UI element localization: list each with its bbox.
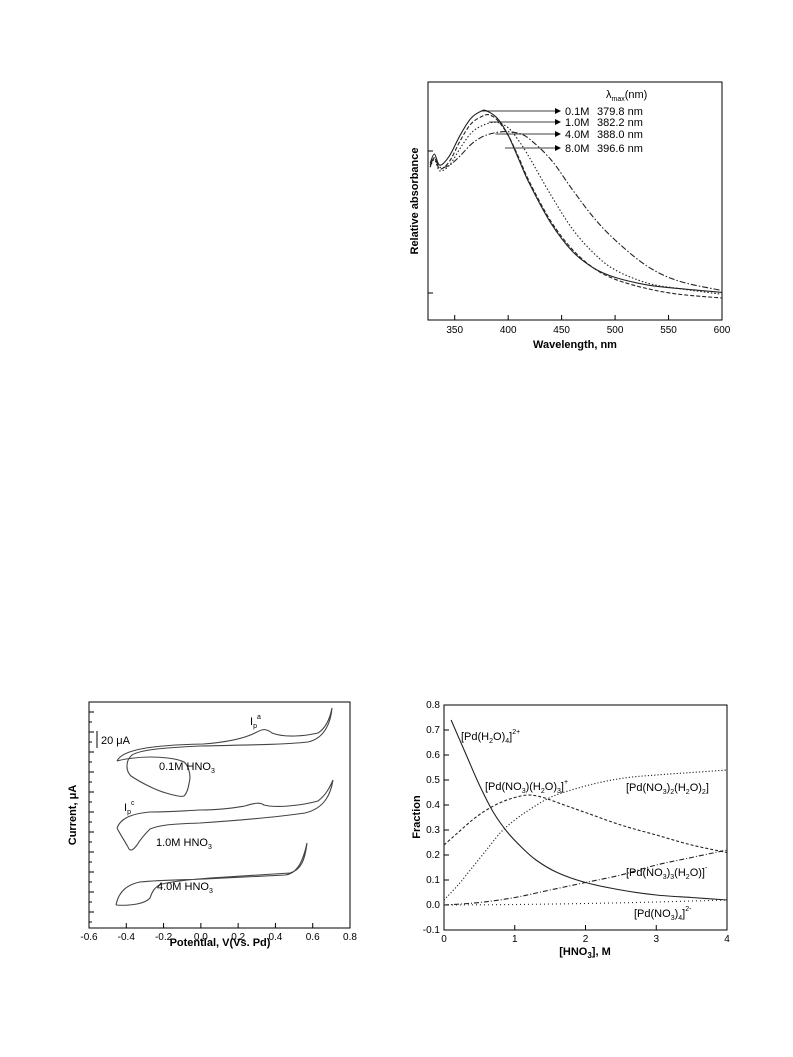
uv-vis-legend-header: λmax(nm) (606, 89, 647, 103)
speciation-y-tick-label: 0.2 (426, 850, 440, 861)
uv-vis-series-8.0m (429, 131, 723, 292)
cv-x-ticks: -0.6 -0.4 -0.2 0.0 0.2 0.4 0.6 0.8 (80, 923, 357, 943)
cv-anodic-peak-label: Ipa (250, 714, 261, 730)
speciation-series-3 (443, 849, 728, 906)
uv-vis-series (429, 109, 723, 299)
speciation-y-tick-label: 0.1 (426, 875, 440, 886)
uv-vis-arrowhead (555, 108, 561, 114)
speciation-x-ticks: 0 1 2 3 4 (441, 925, 730, 945)
speciation-x-tick-label: 2 (583, 934, 589, 945)
uv-vis-legend-lambda: 388.0 nm (597, 129, 643, 141)
speciation-y-tick-label: 0.5 (426, 775, 440, 786)
uv-vis-arrowhead (555, 145, 561, 151)
uv-vis-plot-frame (427, 81, 723, 321)
uv-vis-series-1.0m (429, 113, 723, 299)
speciation-x-tick-label: 3 (653, 934, 659, 945)
uv-vis-x-axis-label: Wavelength, nm (533, 339, 617, 351)
uv-vis-legend-lambda: 382.2 nm (597, 117, 643, 129)
speciation-series-2 (443, 769, 728, 901)
uv-vis-x-tick-label: 550 (660, 325, 677, 336)
speciation-series (443, 719, 728, 906)
cv-x-axis-label: Potential, V(Vs. Pd) (170, 937, 271, 949)
cv-x-tick-label: 0.4 (268, 932, 282, 943)
cv-label-0.1m: 0.1M HNO3 (159, 761, 215, 775)
speciation-y-tick-label: 0.8 (426, 700, 440, 711)
uv-vis-x-tick-label: 450 (553, 325, 570, 336)
species-label-pd-h2o4: [Pd(H2O)4]2+ (461, 729, 520, 745)
uv-vis-legend-lambda: 396.6 nm (597, 143, 643, 155)
speciation-y-tick-label: 0.4 (426, 800, 440, 811)
cv-cathodic-peak-label: Ipc (124, 800, 135, 816)
cv-x-tick-label: 0.8 (343, 932, 357, 943)
cv-curve-4.0m (115, 842, 308, 906)
speciation-y-tick-label: 0.0 (426, 900, 440, 911)
cv-curve-0.1m (116, 707, 333, 797)
uv-vis-x-tick-label: 400 (500, 325, 517, 336)
species-label-pd-no32-h2o2: [Pd(NO3)2(H2O)2] (626, 782, 709, 796)
uv-vis-lambda-arrows: 0.1M 379.8 nm 1.0M 382.2 nm 4.0M 388.0 nm 8.0M… (481, 106, 643, 155)
uv-vis-legend-conc: 8.0M (565, 143, 589, 155)
species-label-pd-no3-h2o3: [Pd(NO3)(H2O)3]+ (485, 779, 568, 795)
cv-x-tick-label: -0.2 (155, 932, 173, 943)
speciation-y-tick-label: 0.7 (426, 725, 440, 736)
speciation-y-tick-label: 0.6 (426, 750, 440, 761)
speciation-x-tick-label: 1 (512, 934, 518, 945)
speciation-x-tick-label: 4 (724, 934, 730, 945)
uv-vis-x-tick-label: 600 (714, 325, 731, 336)
speciation-series-4 (443, 899, 728, 906)
cv-plot-frame (88, 701, 351, 929)
uv-vis-arrowhead (555, 119, 561, 125)
cv-y-ticks (89, 711, 94, 923)
cv-x-tick-label: 0.2 (231, 932, 245, 943)
cv-label-4.0m: 4.0M HNO3 (157, 881, 213, 895)
speciation-y-tick-label: -0.1 (423, 925, 441, 936)
cv-x-tick-label: -0.4 (118, 932, 136, 943)
uv-vis-arrowhead (555, 131, 561, 137)
uv-vis-x-ticks: 350 400 450 500 550 600 (446, 315, 731, 336)
speciation-y-tick-label: 0.3 (426, 825, 440, 836)
speciation-series-1 (443, 794, 728, 854)
cv-x-tick-label: 0.6 (306, 932, 320, 943)
uv-vis-y-axis-label: Relative absorbance (409, 148, 421, 255)
cv-x-tick-label: -0.6 (80, 932, 98, 943)
cv-x-tick-label: 0.0 (194, 932, 208, 943)
cv-scale-bar-label: 20 μA (101, 735, 131, 747)
cv-curve-1.0m (116, 779, 334, 851)
speciation-series-0 (450, 719, 728, 901)
uv-vis-legend-conc: 4.0M (565, 129, 589, 141)
uv-vis-legend-lambda: 379.8 nm (597, 106, 643, 118)
uv-vis-legend-conc: 1.0M (565, 117, 589, 129)
speciation-x-tick-label: 0 (441, 934, 447, 945)
speciation-y-ticks: -0.1 0.0 0.1 0.2 0.3 0.4 0.5 0.6 0.7 0.8 (423, 700, 449, 936)
species-label-pd-no34: [Pd(NO3)4]2- (634, 906, 692, 922)
uv-vis-legend-conc: 0.1M (565, 106, 589, 118)
cv-y-axis-label: Current, μA (67, 785, 79, 846)
cv-label-1.0m: 1.0M HNO3 (156, 837, 212, 851)
uv-vis-x-tick-label: 350 (446, 325, 463, 336)
uv-vis-x-tick-label: 500 (607, 325, 624, 336)
speciation-y-axis-label: Fraction (411, 795, 423, 839)
speciation-x-axis-label: [HNO3], M (559, 946, 611, 960)
species-label-pd-no33-h2o: [Pd(NO3)3(H2O)]- (626, 865, 708, 881)
